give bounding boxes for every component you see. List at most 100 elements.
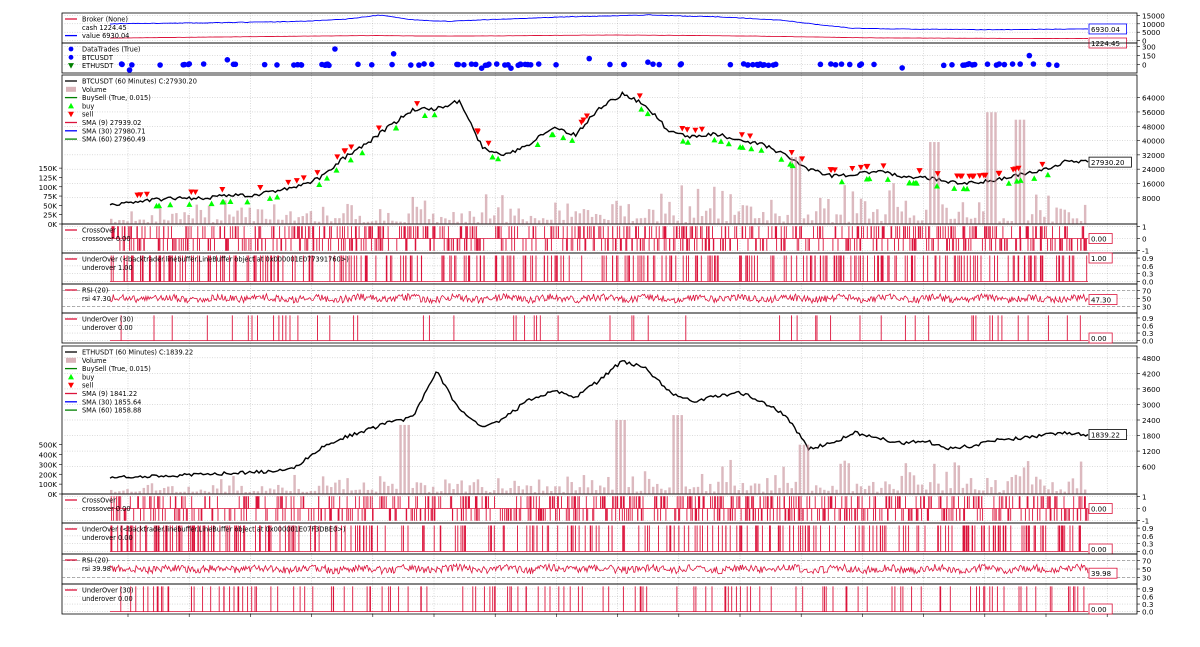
volume-bar [1063, 209, 1066, 224]
trade-dot [754, 61, 760, 68]
volume-bar [1030, 214, 1034, 224]
volume-bar [468, 211, 472, 224]
legend-label: sell [82, 382, 93, 390]
volume-bar [370, 221, 374, 224]
volume-bar [289, 491, 292, 494]
volume-bar [872, 481, 875, 494]
volume-bar [252, 221, 256, 224]
sell-marker [880, 163, 887, 169]
sell-marker [982, 172, 989, 179]
y-tick-label: 0.3 [1142, 540, 1153, 549]
y-tick-label: 150 [1142, 52, 1156, 61]
volume-bar [635, 491, 639, 494]
volume-bar [700, 216, 704, 224]
sell-marker [293, 178, 300, 184]
volume-bar [986, 477, 989, 494]
volume-bar [908, 472, 912, 494]
volume-bar [814, 485, 818, 494]
trade-dot [478, 65, 485, 71]
volume-bar [513, 215, 516, 224]
volume-bar [175, 213, 178, 224]
volume-bar [766, 220, 769, 224]
volume-bar [599, 214, 602, 224]
volume-bar [199, 209, 203, 224]
volume-bar [309, 490, 313, 494]
legend-label: ETHUSDT [82, 62, 114, 70]
volume-bar [146, 222, 150, 224]
last-value-label: 47.30 [1091, 297, 1111, 305]
buy-marker [884, 176, 891, 182]
volume-bar [1047, 195, 1050, 224]
volume-bar [688, 488, 692, 494]
vol-tick-label: 75K [43, 192, 57, 201]
volume-bar [309, 211, 313, 224]
legend: UnderOver (30)underover 0.00 [65, 316, 133, 332]
trade-dot [949, 62, 955, 68]
legend-label: underover 0.00 [82, 534, 133, 542]
trade-dot [324, 61, 331, 67]
volume-bar [770, 490, 773, 494]
series-rsi [62, 290, 1137, 307]
volume-bar [843, 460, 846, 494]
rsi-line [109, 562, 1089, 576]
trade-dot [407, 62, 414, 68]
volume-bar [220, 479, 223, 494]
volume-bar [647, 478, 651, 494]
volume-bar [990, 487, 993, 494]
legend-label: crossover 0.00 [82, 505, 131, 513]
volume-bar [994, 112, 997, 224]
sell-marker [334, 154, 341, 160]
buy-marker [1005, 180, 1012, 186]
volume-bar [179, 491, 182, 494]
legend-swatch [68, 46, 74, 52]
legend-label: rsi 47.30 [82, 295, 111, 303]
volume-bar [888, 484, 891, 494]
volume-bar [411, 196, 414, 224]
legend-label: SMA (9) 1841.22 [82, 390, 137, 398]
volume-bar [395, 488, 398, 494]
panel-frame [61, 42, 1138, 74]
sell-marker [143, 191, 150, 198]
panel-frame [61, 583, 1138, 615]
sell-marker [738, 132, 745, 138]
trade-dot [261, 61, 268, 68]
volume-bar [476, 222, 480, 224]
buy-marker [421, 112, 428, 118]
legend-label: Volume [82, 86, 107, 94]
volume-bar [537, 479, 541, 494]
volume-bar [920, 484, 924, 494]
trade-dot [389, 61, 395, 68]
volume-bar [423, 200, 427, 224]
last-value-label: 27930.20 [1091, 159, 1124, 167]
volume-bar [920, 220, 924, 224]
sell-marker [314, 170, 321, 176]
volume-bar [603, 487, 606, 494]
legend-label: rsi 39.98 [82, 565, 111, 573]
volume-bar [546, 219, 549, 224]
vol-tick-label: 0K [48, 490, 58, 499]
volume-bar [859, 198, 863, 224]
volume-bar [456, 221, 459, 224]
volume-bar [1083, 489, 1087, 494]
buy-marker [934, 182, 941, 189]
y-tick-label: 64000 [1142, 94, 1165, 103]
volume-bar [362, 222, 366, 224]
legend-label: BTCUSDT [82, 54, 114, 62]
y-tick-label: 70 [1142, 557, 1152, 566]
volume-bar [867, 485, 871, 494]
volume-bar [819, 197, 822, 224]
volume-bar [378, 476, 382, 494]
volume-bar [195, 204, 199, 224]
volume-bar [692, 217, 696, 224]
volume-bar [1022, 119, 1026, 224]
volume-bar [790, 488, 793, 494]
volume-bar [350, 490, 353, 494]
volume-bar [505, 221, 508, 224]
volume-bar [407, 213, 410, 224]
volume-bar [904, 200, 908, 224]
vol-tick-label: 150K [39, 164, 58, 173]
volume-bar [709, 208, 712, 224]
